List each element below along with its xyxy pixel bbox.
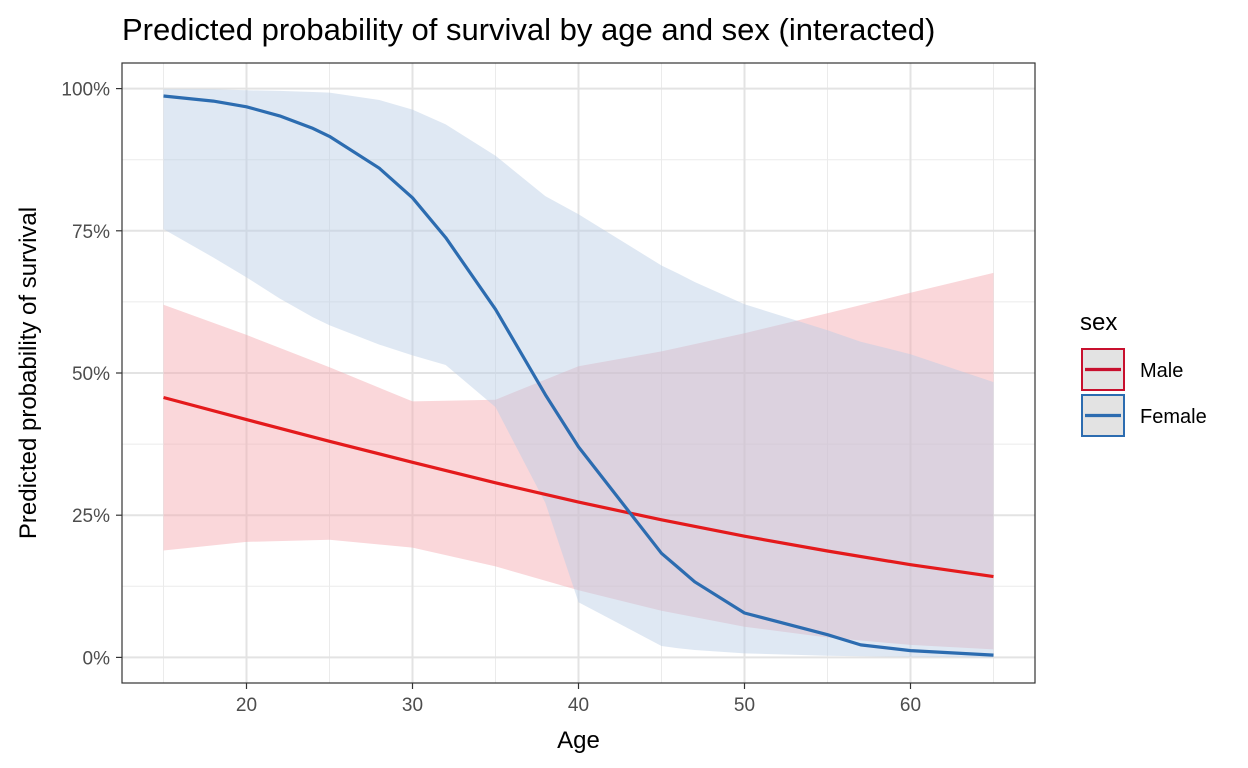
legend: sex Male Female bbox=[1080, 309, 1207, 437]
x-tick-label: 40 bbox=[568, 695, 589, 716]
x-axis-title: Age bbox=[557, 727, 600, 754]
series-lines bbox=[163, 94, 994, 657]
y-tick-label: 50% bbox=[72, 364, 110, 385]
y-axis-title: Predicted probability of survival bbox=[15, 207, 42, 539]
x-tick-label: 20 bbox=[236, 695, 257, 716]
y-axis: 0% 25% 50% 75% 100% bbox=[61, 80, 122, 669]
series-line-female bbox=[163, 94, 994, 657]
confidence-band-male bbox=[163, 272, 994, 650]
y-tick-label: 75% bbox=[72, 222, 110, 243]
legend-label-male: Male bbox=[1140, 360, 1183, 382]
x-tick-label: 50 bbox=[734, 695, 755, 716]
legend-item-female: Female bbox=[1081, 394, 1207, 437]
x-tick-label: 60 bbox=[900, 695, 921, 716]
y-tick-label: 0% bbox=[83, 648, 111, 669]
series-line-male bbox=[163, 395, 994, 579]
y-tick-label: 25% bbox=[72, 506, 110, 527]
legend-items: Male Female bbox=[1081, 348, 1207, 437]
x-tick-label: 30 bbox=[402, 695, 423, 716]
legend-title: sex bbox=[1080, 309, 1117, 336]
grid-major bbox=[122, 63, 1035, 683]
legend-item-male: Male bbox=[1081, 348, 1183, 391]
y-tick-label: 100% bbox=[61, 80, 110, 101]
x-axis: 20 30 40 50 60 bbox=[236, 683, 921, 716]
confidence-bands bbox=[163, 89, 994, 658]
chart-title: Predicted probability of survival by age… bbox=[122, 12, 935, 47]
legend-label-female: Female bbox=[1140, 406, 1207, 428]
confidence-band-female bbox=[163, 89, 994, 658]
